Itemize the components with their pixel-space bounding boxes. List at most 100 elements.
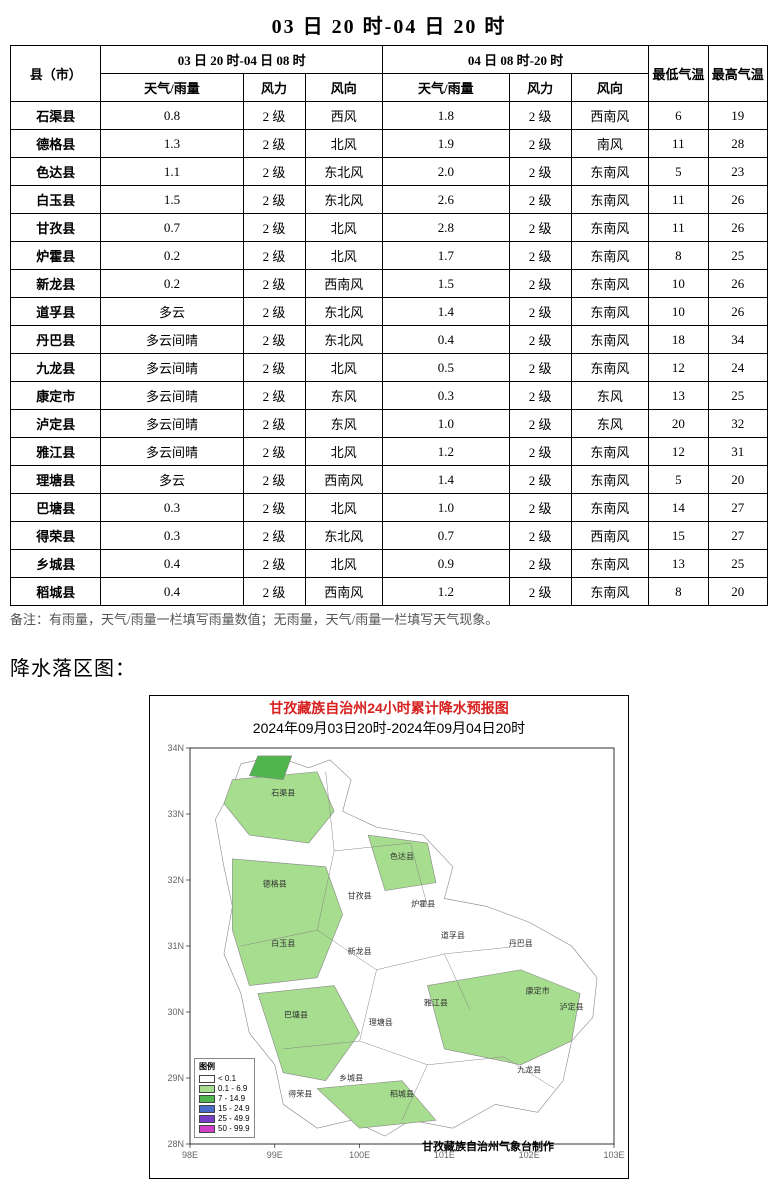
- cell-county: 泸定县: [11, 410, 101, 438]
- table-row: 新龙县0.22 级西南风1.52 级东南风1026: [11, 270, 768, 298]
- cell-w2: 2.6: [383, 186, 510, 214]
- cell-tmax: 32: [708, 410, 767, 438]
- cell-tmin: 10: [649, 298, 708, 326]
- legend-swatch: [199, 1095, 215, 1103]
- svg-text:白玉县: 白玉县: [271, 938, 295, 948]
- table-row: 理塘县多云2 级西南风1.42 级东南风520: [11, 466, 768, 494]
- cell-d2: 西南风: [571, 522, 649, 550]
- cell-tmin: 13: [649, 382, 708, 410]
- svg-text:德格县: 德格县: [263, 878, 287, 888]
- cell-f1: 2 级: [243, 298, 305, 326]
- cell-tmin: 5: [649, 158, 708, 186]
- table-row: 道孚县多云2 级东北风1.42 级东南风1026: [11, 298, 768, 326]
- cell-f2: 2 级: [509, 382, 571, 410]
- cell-f1: 2 级: [243, 158, 305, 186]
- cell-d1: 东风: [305, 382, 383, 410]
- cell-f1: 2 级: [243, 270, 305, 298]
- cell-d1: 西南风: [305, 466, 383, 494]
- table-row: 色达县1.12 级东北风2.02 级东南风523: [11, 158, 768, 186]
- cell-w1: 0.2: [101, 242, 243, 270]
- legend-row: 50 - 99.9: [199, 1124, 250, 1134]
- cell-county: 丹巴县: [11, 326, 101, 354]
- svg-text:新龙县: 新龙县: [348, 945, 372, 955]
- cell-tmax: 23: [708, 158, 767, 186]
- cell-d2: 东南风: [571, 438, 649, 466]
- cell-f1: 2 级: [243, 354, 305, 382]
- cell-w1: 多云间晴: [101, 354, 243, 382]
- cell-d2: 东南风: [571, 326, 649, 354]
- svg-text:康定市: 康定市: [526, 985, 550, 995]
- svg-text:得荣县: 得荣县: [288, 1088, 312, 1098]
- svg-text:34N: 34N: [167, 743, 184, 753]
- cell-f2: 2 级: [509, 298, 571, 326]
- cell-county: 甘孜县: [11, 214, 101, 242]
- cell-tmin: 11: [649, 186, 708, 214]
- cell-w2: 1.9: [383, 130, 510, 158]
- cell-tmin: 8: [649, 242, 708, 270]
- cell-w2: 1.4: [383, 466, 510, 494]
- map-subtitle: 2024年09月03日20时-2024年09月04日20时: [152, 718, 626, 738]
- cell-tmax: 26: [708, 298, 767, 326]
- cell-county: 稻城县: [11, 578, 101, 606]
- map-credit: 甘孜藏族自治州气象台制作: [422, 1138, 554, 1154]
- header-windforce1: 风力: [243, 74, 305, 102]
- svg-text:29N: 29N: [167, 1073, 184, 1083]
- table-row: 白玉县1.52 级东北风2.62 级东南风1126: [11, 186, 768, 214]
- header-tmin: 最低气温: [649, 46, 708, 102]
- legend-title: 图例: [199, 1062, 250, 1072]
- cell-county: 德格县: [11, 130, 101, 158]
- cell-w2: 1.0: [383, 494, 510, 522]
- cell-tmin: 5: [649, 466, 708, 494]
- table-row: 甘孜县0.72 级北风2.82 级东南风1126: [11, 214, 768, 242]
- svg-text:99E: 99E: [267, 1150, 283, 1160]
- cell-w1: 多云: [101, 298, 243, 326]
- cell-d2: 东南风: [571, 214, 649, 242]
- cell-f2: 2 级: [509, 522, 571, 550]
- legend-swatch: [199, 1075, 215, 1083]
- legend-label: 7 - 14.9: [218, 1094, 245, 1104]
- cell-d1: 西南风: [305, 270, 383, 298]
- cell-w2: 2.8: [383, 214, 510, 242]
- cell-tmin: 14: [649, 494, 708, 522]
- cell-d1: 北风: [305, 494, 383, 522]
- cell-w1: 1.3: [101, 130, 243, 158]
- cell-w1: 0.8: [101, 102, 243, 130]
- cell-d1: 北风: [305, 438, 383, 466]
- cell-county: 雅江县: [11, 438, 101, 466]
- cell-f1: 2 级: [243, 326, 305, 354]
- cell-county: 道孚县: [11, 298, 101, 326]
- legend-label: < 0.1: [218, 1074, 236, 1084]
- cell-w1: 0.4: [101, 578, 243, 606]
- page-title: 03 日 20 时-04 日 20 时: [10, 10, 768, 39]
- cell-tmax: 26: [708, 214, 767, 242]
- header-weather2: 天气/雨量: [383, 74, 510, 102]
- cell-w1: 1.1: [101, 158, 243, 186]
- cell-county: 色达县: [11, 158, 101, 186]
- cell-d1: 北风: [305, 550, 383, 578]
- cell-w2: 0.3: [383, 382, 510, 410]
- precipitation-map: 甘孜藏族自治州24小时累计降水预报图 2024年09月03日20时-2024年0…: [149, 695, 629, 1179]
- cell-f1: 2 级: [243, 466, 305, 494]
- svg-text:稻城县: 稻城县: [390, 1088, 414, 1098]
- cell-f2: 2 级: [509, 102, 571, 130]
- cell-d2: 南风: [571, 130, 649, 158]
- cell-tmax: 34: [708, 326, 767, 354]
- header-winddir1: 风向: [305, 74, 383, 102]
- cell-w1: 0.7: [101, 214, 243, 242]
- cell-tmax: 27: [708, 522, 767, 550]
- cell-tmin: 15: [649, 522, 708, 550]
- cell-f1: 2 级: [243, 550, 305, 578]
- cell-county: 理塘县: [11, 466, 101, 494]
- cell-d1: 东北风: [305, 186, 383, 214]
- header-period1: 03 日 20 时-04 日 08 时: [101, 46, 383, 74]
- cell-f2: 2 级: [509, 130, 571, 158]
- svg-text:33N: 33N: [167, 809, 184, 819]
- cell-f2: 2 级: [509, 214, 571, 242]
- cell-tmax: 26: [708, 270, 767, 298]
- cell-d2: 东南风: [571, 242, 649, 270]
- cell-tmax: 28: [708, 130, 767, 158]
- cell-tmin: 6: [649, 102, 708, 130]
- legend-row: 25 - 49.9: [199, 1114, 250, 1124]
- header-tmax: 最高气温: [708, 46, 767, 102]
- cell-d2: 东南风: [571, 466, 649, 494]
